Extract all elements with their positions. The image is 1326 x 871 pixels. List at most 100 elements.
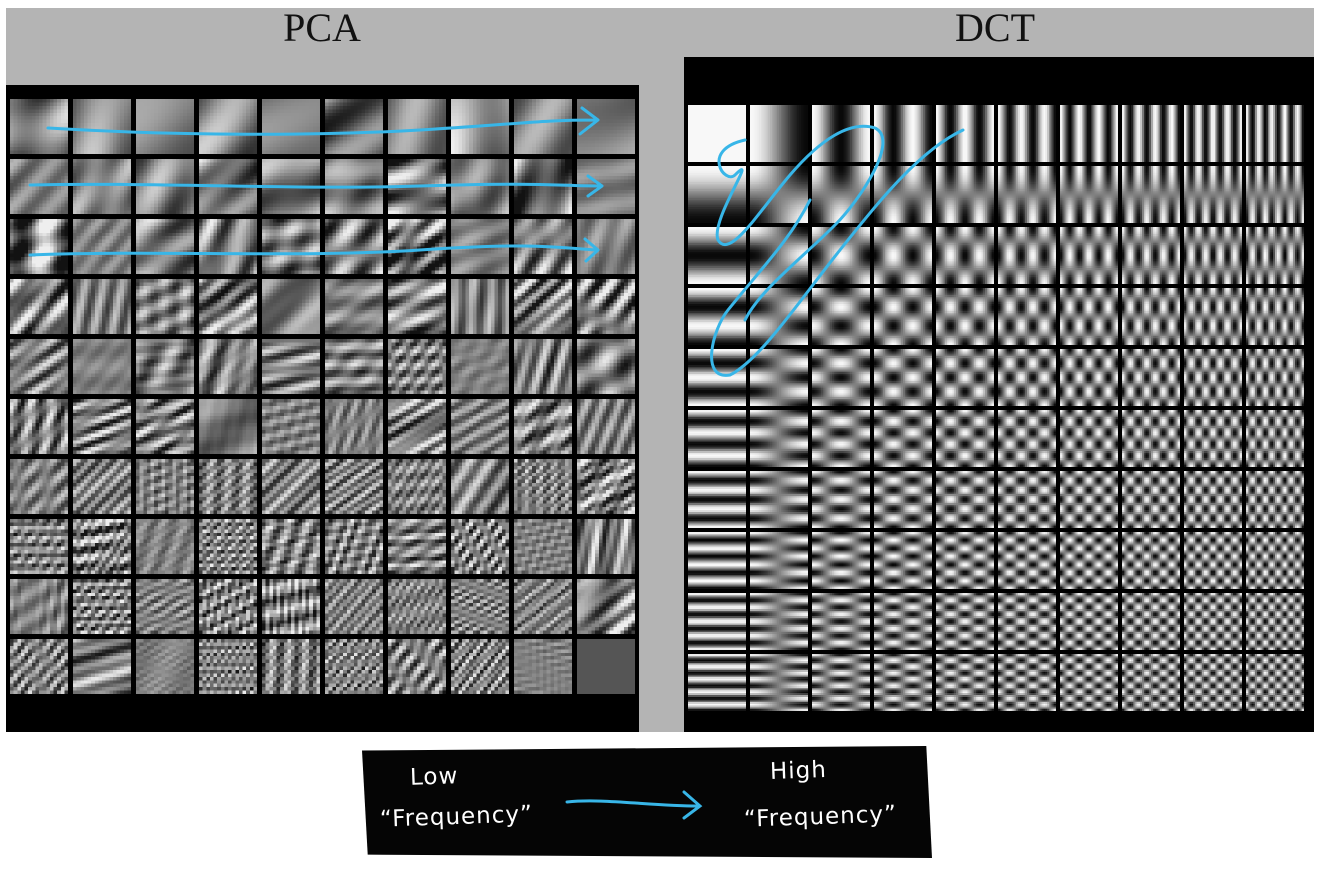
pca-basis-tile	[199, 339, 257, 394]
pca-basis-tile	[325, 219, 383, 274]
pca-basis-grid	[6, 85, 639, 732]
pca-basis-tile	[325, 99, 383, 154]
pca-basis-tile	[514, 99, 572, 154]
pca-basis-tile	[325, 339, 383, 394]
pca-basis-tile	[514, 639, 572, 694]
pca-basis-tile	[262, 639, 320, 694]
pca-basis-tile	[136, 339, 194, 394]
pca-title: PCA	[283, 5, 361, 50]
pca-basis-tile	[262, 399, 320, 454]
dct-basis-tile	[874, 410, 932, 467]
pca-basis-tile	[73, 519, 131, 574]
dct-basis-tile	[812, 532, 870, 589]
dct-basis-tile	[1246, 593, 1304, 650]
pca-basis-tile	[388, 339, 446, 394]
dct-basis-tile	[750, 227, 808, 284]
dct-basis-tile	[688, 105, 746, 162]
pca-basis-tile	[388, 219, 446, 274]
pca-basis-tile	[73, 459, 131, 514]
dct-basis-tile	[874, 288, 932, 345]
dct-basis-tile	[874, 532, 932, 589]
dct-title: DCT	[955, 5, 1035, 50]
dct-basis-tile	[998, 532, 1056, 589]
pca-basis-tile	[577, 159, 635, 214]
dct-basis-tile	[750, 410, 808, 467]
pca-basis-tile	[388, 159, 446, 214]
legend-arrow-icon	[565, 790, 703, 820]
pca-basis-tile	[136, 99, 194, 154]
high-label: High	[769, 757, 828, 785]
pca-basis-tile	[199, 639, 257, 694]
pca-basis-tile	[577, 519, 635, 574]
dct-basis-tile	[1184, 471, 1242, 528]
pca-basis-tile	[73, 279, 131, 334]
pca-basis-tile	[514, 579, 572, 634]
pca-basis-tile	[73, 579, 131, 634]
pca-basis-tile	[325, 399, 383, 454]
dct-basis-tile	[1060, 471, 1118, 528]
pca-basis-tile	[451, 339, 509, 394]
dct-basis-tile	[812, 227, 870, 284]
pca-basis-tile	[136, 579, 194, 634]
dct-basis-tile	[1122, 532, 1180, 589]
pca-basis-tile	[577, 579, 635, 634]
dct-basis-tile	[812, 654, 870, 711]
pca-basis-tile	[388, 279, 446, 334]
dct-basis-tile	[936, 532, 994, 589]
pca-basis-tile	[10, 519, 68, 574]
dct-basis-tile	[998, 349, 1056, 406]
pca-basis-tile	[451, 519, 509, 574]
pca-basis-tile	[451, 459, 509, 514]
dct-basis-tile	[812, 105, 870, 162]
dct-basis-tile	[1246, 288, 1304, 345]
dct-basis-tile	[1246, 471, 1304, 528]
dct-basis-tile	[1184, 166, 1242, 223]
dct-basis-tile	[1184, 410, 1242, 467]
dct-basis-tile	[874, 471, 932, 528]
dct-basis-tile	[750, 288, 808, 345]
dct-basis-tile	[1246, 532, 1304, 589]
dct-basis-tile	[936, 654, 994, 711]
dct-basis-tile	[688, 288, 746, 345]
dct-basis-tile	[1060, 532, 1118, 589]
dct-basis-tile	[1122, 593, 1180, 650]
pca-basis-tile	[73, 159, 131, 214]
dct-basis-tile	[1246, 410, 1304, 467]
dct-basis-tile	[1060, 105, 1118, 162]
pca-basis-tile	[10, 579, 68, 634]
pca-basis-tile	[514, 459, 572, 514]
dct-basis-tile	[1246, 166, 1304, 223]
pca-basis-tile	[388, 99, 446, 154]
dct-basis-tile	[1184, 349, 1242, 406]
dct-basis-tile	[874, 227, 932, 284]
pca-basis-tile	[262, 339, 320, 394]
dct-basis-tile	[1060, 166, 1118, 223]
pca-basis-tile	[325, 159, 383, 214]
dct-basis-tile	[750, 349, 808, 406]
dct-basis-tile	[1246, 105, 1304, 162]
pca-basis-tile	[325, 639, 383, 694]
dct-basis-tile	[998, 166, 1056, 223]
pca-basis-tile	[199, 459, 257, 514]
pca-basis-tile	[199, 99, 257, 154]
pca-basis-tile	[199, 579, 257, 634]
pca-basis-tile	[388, 579, 446, 634]
high-frequency-label: “Frequency”	[743, 801, 898, 833]
dct-basis-tile	[1060, 593, 1118, 650]
dct-basis-tile	[750, 105, 808, 162]
pca-basis-tile	[73, 219, 131, 274]
pca-basis-tile	[388, 459, 446, 514]
pca-basis-tile	[73, 399, 131, 454]
pca-basis-tile	[577, 219, 635, 274]
dct-basis-tile	[750, 654, 808, 711]
dct-basis-tile	[688, 227, 746, 284]
dct-basis-tile	[688, 532, 746, 589]
dct-basis-tile	[1246, 227, 1304, 284]
pca-basis-tile	[514, 279, 572, 334]
dct-basis-tile	[874, 105, 932, 162]
dct-basis-tile	[1184, 654, 1242, 711]
dct-basis-tile	[812, 410, 870, 467]
pca-basis-tile	[577, 459, 635, 514]
pca-basis-tile	[10, 639, 68, 694]
pca-basis-tile	[136, 639, 194, 694]
